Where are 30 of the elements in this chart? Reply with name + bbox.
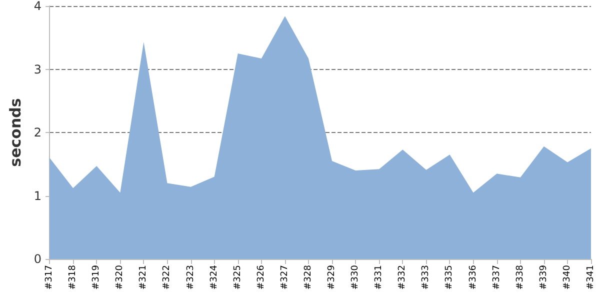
x-tick-label: #331 <box>374 265 384 290</box>
x-tick-label: #319 <box>92 264 102 290</box>
x-tick-label: #336 <box>468 264 478 290</box>
x-tick-label: #332 <box>398 265 408 290</box>
x-tick-label: #337 <box>492 265 502 290</box>
x-tick-label: #335 <box>444 265 455 290</box>
x-tick-label: #339 <box>538 264 549 290</box>
x-tick-label: #320 <box>115 264 126 290</box>
x-tick-label: #328 <box>303 264 314 290</box>
x-tick-label: #330 <box>350 264 361 290</box>
x-tick-label: #324 <box>209 264 220 290</box>
x-tick-label: #326 <box>256 264 266 290</box>
y-axis-title: seconds <box>6 98 24 167</box>
x-tick-label: #327 <box>280 265 290 290</box>
x-tick-label: #340 <box>562 264 572 290</box>
y-tick-label: 1 <box>34 188 42 203</box>
x-tick-label: #318 <box>68 264 78 290</box>
x-tick-label: #322 <box>162 265 172 290</box>
x-tick-label: #341 <box>586 265 596 290</box>
y-tick-label: 3 <box>34 62 42 76</box>
x-tick-label: #317 <box>44 265 55 290</box>
y-tick-label: 0 <box>34 252 42 266</box>
y-tick-label: 2 <box>34 126 42 140</box>
x-tick-label: #321 <box>138 265 149 290</box>
x-tick-label: #325 <box>232 265 243 290</box>
x-tick-label: #323 <box>186 265 196 290</box>
x-tick-label: #333 <box>421 265 432 290</box>
x-tick-label: #329 <box>327 264 338 290</box>
x-tick-label: #338 <box>515 264 526 290</box>
y-tick-label: 4 <box>34 0 42 13</box>
